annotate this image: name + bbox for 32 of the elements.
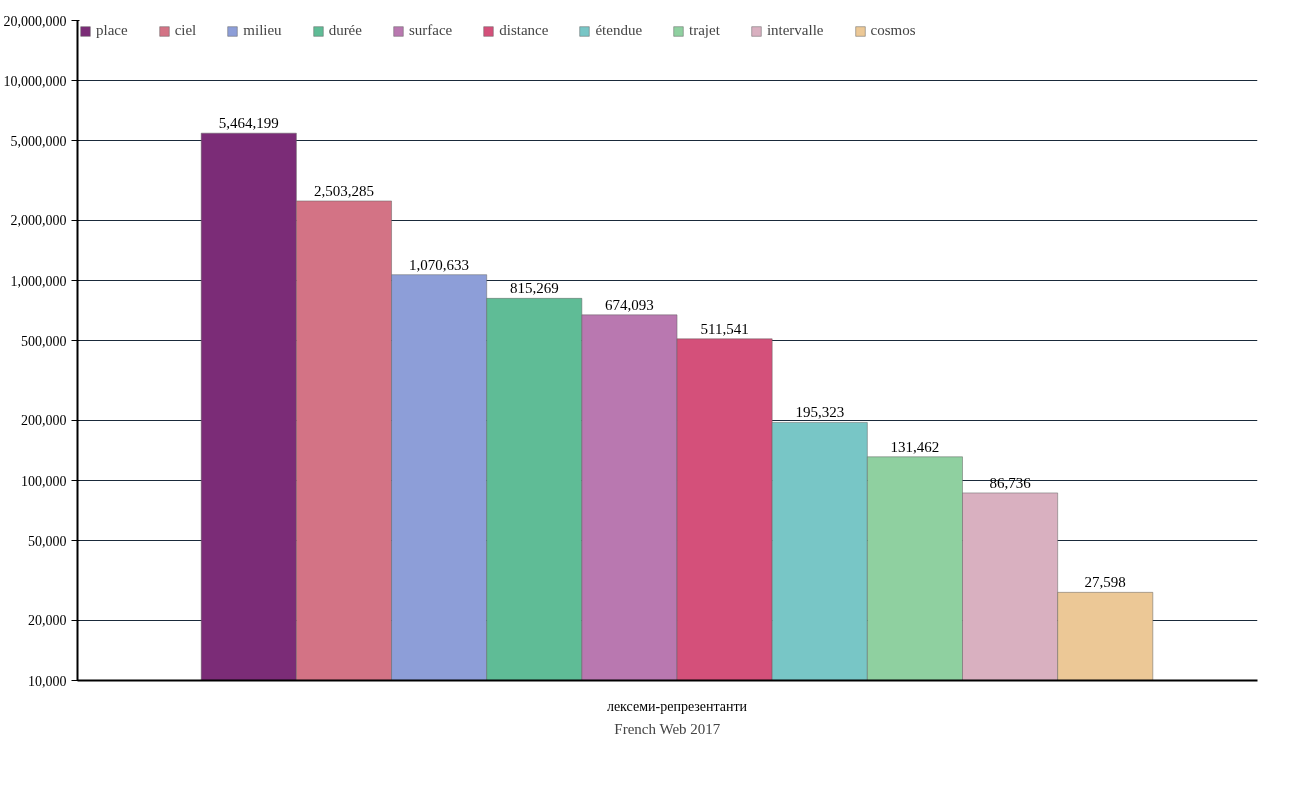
data-label: 195,323	[795, 404, 845, 421]
data-label: 5,464,199	[218, 115, 279, 132]
legend-label: trajet	[689, 22, 720, 39]
legend-label: milieu	[243, 22, 282, 39]
y-tick-label: 10,000	[28, 673, 67, 689]
data-label: 2,503,285	[313, 182, 374, 199]
y-tick-label: 20,000,000	[3, 13, 67, 29]
y-tick-label: 100,000	[21, 473, 67, 489]
y-tick-label: 20,000	[28, 613, 67, 629]
legend-label: étendue	[595, 22, 643, 39]
x-tick-label: лексеми-репрезентанти	[606, 698, 748, 714]
data-label: 511,541	[700, 320, 749, 337]
y-tick-label: 2,000,000	[10, 213, 67, 229]
y-tick-label: 200,000	[21, 413, 67, 429]
data-label: 674,093	[605, 296, 654, 313]
y-tick-label: 50,000	[28, 533, 67, 549]
text: French Web 2017	[614, 720, 721, 737]
data-label: 815,269	[509, 280, 559, 297]
data-label: 1,070,633	[409, 256, 470, 273]
legend-label: cosmos	[870, 22, 916, 39]
legend-label: place	[96, 22, 128, 39]
y-tick-label: 1,000,000	[10, 273, 67, 289]
legend-label: surface	[408, 22, 453, 39]
legend-label: intervalle	[766, 22, 824, 39]
y-tick-label: 5,000,000	[10, 133, 67, 149]
legend-label: ciel	[174, 22, 197, 39]
y-tick-label: 10,000,000	[3, 73, 67, 89]
y-tick-label: 500,000	[21, 333, 67, 349]
legend-label: distance	[499, 22, 549, 39]
data-label: 27,598	[1084, 574, 1126, 591]
legend-label: durée	[328, 22, 362, 39]
data-label: 131,462	[890, 438, 940, 455]
